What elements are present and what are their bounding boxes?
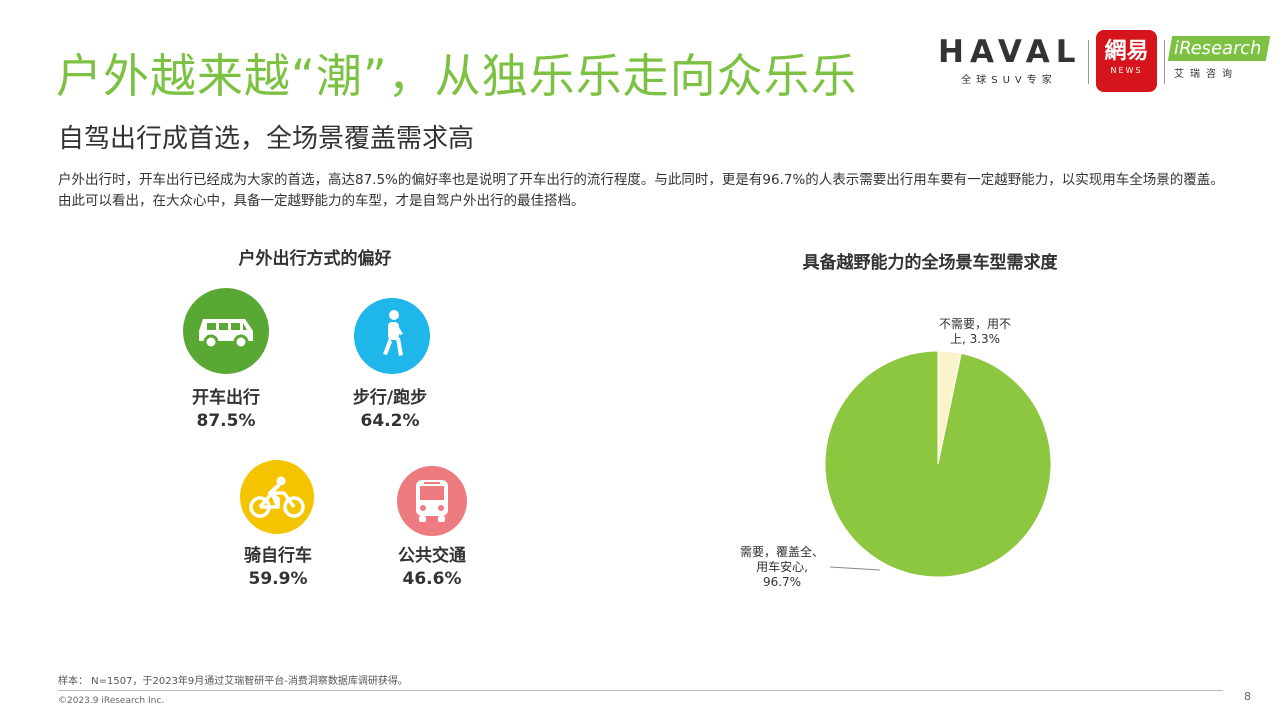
- preference-value: 46.6%: [402, 569, 462, 589]
- preference-label: 步行/跑步: [352, 388, 428, 408]
- pie-label-line: 上, 3.3%: [949, 332, 1001, 346]
- walking-icon-circle: [354, 298, 430, 374]
- car-icon: [199, 319, 253, 350]
- page-title: 户外越来越“潮”，从独乐乐走向众乐乐: [56, 49, 858, 103]
- netease-logo: 網易 NEWS: [1096, 30, 1157, 92]
- description-text: 户外出行时，开车出行已经成为大家的首选，高达87.5%的偏好率也是说明了开车出行…: [58, 172, 1224, 209]
- iresearch-logo-sub: 艾瑞咨询: [1174, 69, 1238, 80]
- sample-note: 样本： N=1507，于2023年9月通过艾瑞智研平台-消费洞察数据库调研获得。: [58, 676, 408, 687]
- pie-label-need: 需要，覆盖全、 用车安心, 96.7%: [728, 545, 836, 590]
- pie-leader-line: [829, 566, 881, 571]
- preference-label: 骑自行车: [244, 546, 312, 566]
- preference-value: 59.9%: [248, 569, 308, 589]
- preference-label: 开车出行: [192, 388, 260, 408]
- pie-label-line: 需要，覆盖全、: [739, 545, 824, 559]
- pie-chart-title: 具备越野能力的全场景车型需求度: [802, 253, 1058, 273]
- page-number: 8: [1244, 690, 1251, 703]
- page-subtitle: 自驾出行成首选，全场景覆盖需求高: [58, 124, 475, 154]
- pie-label-line: 用车安心,: [756, 560, 808, 574]
- bus-icon: [416, 480, 448, 522]
- preference-label: 公共交通: [398, 546, 466, 566]
- footer-divider: [58, 690, 1223, 691]
- pie-label-line: 不需要，用不: [938, 317, 1011, 331]
- pie-label-line: 96.7%: [762, 575, 802, 589]
- preference-value: 64.2%: [360, 411, 420, 431]
- haval-logo-tagline: 全球SUV专家: [961, 75, 1057, 86]
- copyright-text: ©2023.9 iResearch Inc.: [58, 696, 165, 706]
- pie-label-no-need: 不需要，用不 上, 3.3%: [930, 317, 1020, 347]
- netease-logo-text: 網易: [1104, 39, 1149, 64]
- bicycle-icon-circle: [240, 460, 314, 534]
- pie-slice-need: [824, 350, 1052, 578]
- iresearch-logo-text: iResearch: [1167, 36, 1270, 61]
- iresearch-logo: iResearch 艾瑞咨询: [1167, 36, 1270, 86]
- haval-logo: HAVAL 全球SUV专家: [938, 34, 1082, 87]
- preference-value: 87.5%: [196, 411, 256, 431]
- walking-icon: [383, 310, 403, 356]
- logo-divider: [1088, 40, 1089, 84]
- logo-divider: [1164, 40, 1165, 84]
- netease-logo-sub: NEWS: [1110, 66, 1143, 75]
- preference-chart-title: 户外出行方式的偏好: [238, 249, 392, 269]
- bicycle-icon: [249, 476, 305, 518]
- car-icon-circle: [183, 288, 269, 374]
- bus-icon-circle: [397, 466, 467, 536]
- haval-logo-text: HAVAL: [938, 34, 1082, 70]
- pie-chart: [824, 350, 1052, 578]
